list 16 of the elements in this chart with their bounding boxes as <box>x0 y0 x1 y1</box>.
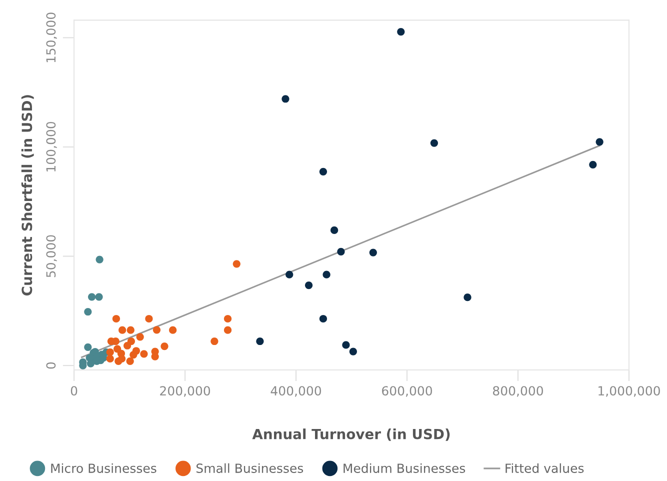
x-axis-title: Annual Turnover (in USD) <box>252 428 450 441</box>
y-tick-label: 0 <box>46 362 56 369</box>
x-tick-label: 1,000,000 <box>598 386 660 397</box>
x-tick-label: 600,000 <box>382 386 432 397</box>
x-tick-label: 800,000 <box>492 386 544 397</box>
y-tick-label: 100,000 <box>46 122 57 172</box>
legend-label: Micro Businesses <box>51 463 156 473</box>
legend-label: Medium Businesses <box>344 463 466 473</box>
y-axis-title: Current Shortfall (in USD) <box>21 95 34 296</box>
legend-label: Small Businesses <box>196 463 304 473</box>
legend-label: Fitted values <box>506 463 584 473</box>
x-tick-label: 0 <box>70 386 78 396</box>
y-tick-label: 50,000 <box>46 235 57 278</box>
x-tick-label: 400,000 <box>270 386 322 397</box>
y-tick-label: 150,000 <box>46 12 57 62</box>
x-tick-label: 200,000 <box>160 386 210 397</box>
